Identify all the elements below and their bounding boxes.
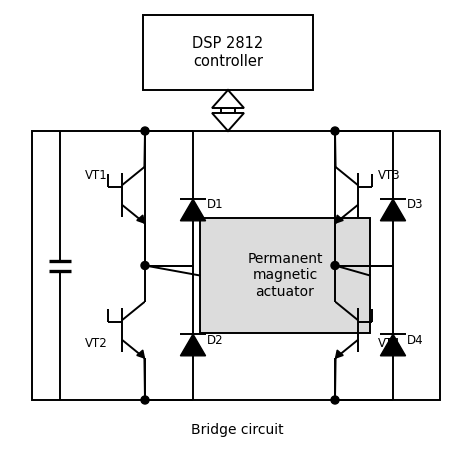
Bar (200, 218, 370, 333)
Text: D4: D4 (407, 333, 424, 346)
Bar (32, 131, 440, 400)
Text: DSP 2812
controller: DSP 2812 controller (192, 36, 264, 69)
Text: Permanent
magnetic
actuator: Permanent magnetic actuator (247, 252, 323, 299)
Text: D1: D1 (207, 199, 224, 212)
Text: VT1: VT1 (85, 169, 108, 182)
Polygon shape (336, 215, 343, 223)
Text: Bridge circuit: Bridge circuit (191, 423, 283, 437)
Circle shape (141, 262, 149, 269)
Text: D2: D2 (207, 333, 224, 346)
Polygon shape (137, 215, 145, 223)
Polygon shape (381, 334, 406, 356)
Circle shape (331, 396, 339, 404)
Polygon shape (212, 90, 244, 108)
Text: VT2: VT2 (85, 337, 108, 350)
Circle shape (141, 396, 149, 404)
Polygon shape (181, 199, 206, 221)
Circle shape (331, 262, 339, 269)
Text: VT3: VT3 (378, 169, 401, 182)
Text: VT4: VT4 (378, 337, 401, 350)
Polygon shape (381, 199, 406, 221)
Polygon shape (336, 350, 343, 358)
Bar (143, 15, 313, 90)
Polygon shape (181, 334, 206, 356)
Polygon shape (212, 113, 244, 131)
Text: D3: D3 (407, 199, 423, 212)
Circle shape (331, 127, 339, 135)
Circle shape (141, 127, 149, 135)
Polygon shape (137, 350, 145, 358)
